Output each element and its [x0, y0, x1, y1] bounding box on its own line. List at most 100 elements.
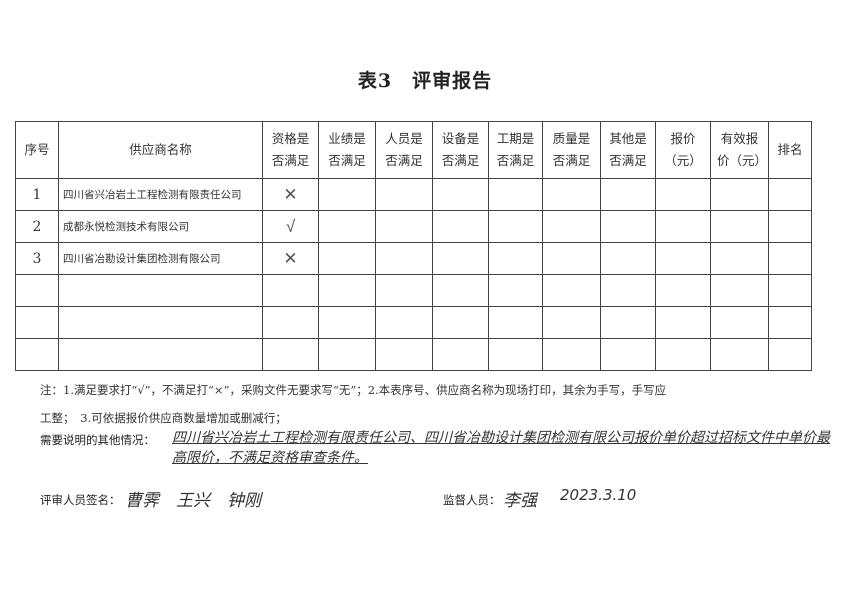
remarks-handwritten: 四川省兴冶岩土工程检测有限责任公司、四川省冶勘设计集团检测有限公司报价单价超过招…: [172, 430, 830, 466]
empty-cell: [655, 242, 711, 275]
empty-cell: [600, 338, 656, 371]
column-header: 供应商名称: [58, 121, 263, 179]
empty-cell: [58, 338, 263, 371]
column-header: 设备是否满足: [432, 121, 489, 179]
empty-cell: [432, 338, 489, 371]
table-row: 3 四川省冶勘设计集团检测有限公司 ✕: [15, 242, 812, 275]
column-header: 资格是否满足: [262, 121, 319, 179]
empty-cell: [375, 338, 433, 371]
empty-cell: [710, 274, 769, 307]
empty-cell: [375, 178, 433, 211]
empty-cell: [15, 274, 59, 307]
empty-cell: [655, 210, 711, 243]
empty-cell: [262, 274, 319, 307]
column-header: 质量是否满足: [542, 121, 601, 179]
note-line-2: 工整； 3.可依据报价供应商数量增加或删减行；: [40, 411, 287, 425]
empty-cell: [488, 210, 543, 243]
empty-cell: [488, 274, 543, 307]
empty-cell: [318, 242, 376, 275]
review-table: 序号 供应商名称 资格是否满足 业绩是否满足 人员是否满足 设备是否满足 工期是否满足 质量是…: [15, 121, 812, 371]
row-number: 2: [15, 210, 59, 243]
empty-cell: [432, 274, 489, 307]
empty-cell: [768, 242, 812, 275]
empty-cell: [432, 306, 489, 339]
table-header-row: 序号 供应商名称 资格是否满足 业绩是否满足 人员是否满足 设备是否满足 工期是否满足 质量是…: [15, 121, 812, 179]
empty-cell: [600, 210, 656, 243]
empty-cell: [15, 338, 59, 371]
supplier-name: 成都永悦检测技术有限公司: [58, 210, 263, 243]
empty-cell: [488, 178, 543, 211]
empty-cell: [488, 338, 543, 371]
empty-cell: [432, 178, 489, 211]
supervisor-label: 监督人员：: [443, 493, 501, 507]
empty-cell: [710, 242, 769, 275]
supervisor-signature: 李强: [503, 491, 537, 511]
table-row: 2 成都永悦检测技术有限公司 √: [15, 210, 812, 243]
page-title: 表3 评审报告: [357, 70, 493, 92]
empty-cell: [710, 210, 769, 243]
empty-cell: [542, 178, 601, 211]
empty-cell: [768, 306, 812, 339]
column-header: 排名: [768, 121, 812, 179]
empty-cell: [375, 210, 433, 243]
empty-cell: [15, 306, 59, 339]
qualification-mark: ✕: [262, 178, 319, 211]
column-header: 报价（元）: [655, 121, 711, 179]
note-line-1: 注：1.满足要求打“√”，不满足打“×”，采购文件无要求写“无”；2.本表序号、…: [40, 383, 667, 397]
empty-cell: [655, 178, 711, 211]
empty-cell: [318, 306, 376, 339]
empty-cell: [655, 274, 711, 307]
empty-cell: [600, 242, 656, 275]
empty-cell: [710, 338, 769, 371]
empty-cell: [375, 306, 433, 339]
supplier-name: 四川省冶勘设计集团检测有限公司: [58, 242, 263, 275]
empty-cell: [262, 338, 319, 371]
empty-cell: [375, 242, 433, 275]
empty-cell: [655, 306, 711, 339]
qualification-mark: ✕: [262, 242, 319, 275]
empty-cell: [542, 338, 601, 371]
empty-cell: [432, 242, 489, 275]
empty-cell: [488, 242, 543, 275]
empty-row: [15, 274, 812, 307]
empty-cell: [710, 306, 769, 339]
empty-cell: [262, 306, 319, 339]
column-header: 其他是否满足: [600, 121, 656, 179]
empty-cell: [542, 306, 601, 339]
column-header: 有效报价（元）: [710, 121, 769, 179]
empty-cell: [58, 274, 263, 307]
empty-cell: [542, 210, 601, 243]
empty-cell: [58, 306, 263, 339]
column-header: 人员是否满足: [375, 121, 433, 179]
row-number: 1: [15, 178, 59, 211]
empty-cell: [600, 306, 656, 339]
empty-row: [15, 338, 812, 371]
reviewers-label: 评审人员签名：: [40, 493, 121, 507]
empty-cell: [600, 274, 656, 307]
empty-cell: [542, 274, 601, 307]
empty-cell: [655, 338, 711, 371]
reviewers-signatures: 曹霁 王兴 钟刚: [125, 491, 261, 511]
column-header: 工期是否满足: [488, 121, 543, 179]
empty-cell: [432, 210, 489, 243]
empty-cell: [318, 274, 376, 307]
empty-cell: [318, 338, 376, 371]
supplier-name: 四川省兴冶岩土工程检测有限责任公司: [58, 178, 263, 211]
column-header: 业绩是否满足: [318, 121, 376, 179]
empty-cell: [768, 210, 812, 243]
sign-date: 2023.3.10: [560, 486, 637, 504]
empty-cell: [488, 306, 543, 339]
empty-cell: [318, 178, 376, 211]
qualification-mark: √: [262, 210, 319, 243]
empty-cell: [768, 178, 812, 211]
row-number: 3: [15, 242, 59, 275]
empty-row: [15, 306, 812, 339]
empty-cell: [768, 338, 812, 371]
empty-cell: [318, 210, 376, 243]
empty-cell: [375, 274, 433, 307]
empty-cell: [768, 274, 812, 307]
table-row: 1 四川省兴冶岩土工程检测有限责任公司 ✕: [15, 178, 812, 211]
empty-cell: [710, 178, 769, 211]
remarks-label: 需要说明的其他情况：: [40, 433, 155, 447]
empty-cell: [600, 178, 656, 211]
